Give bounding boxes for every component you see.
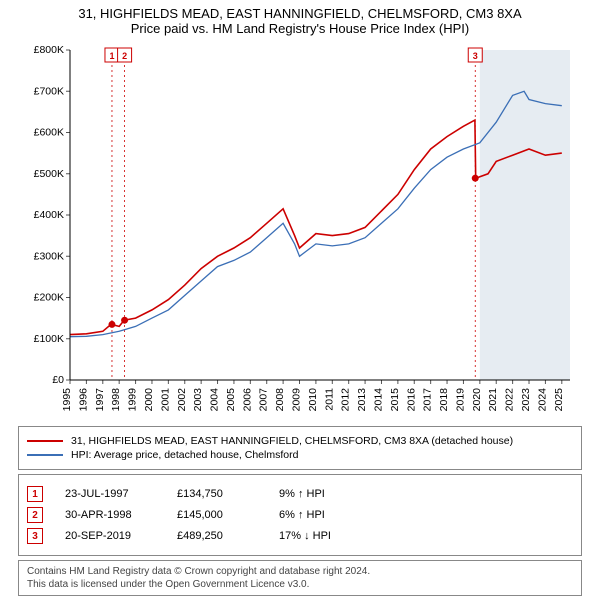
svg-text:£100K: £100K <box>34 333 64 345</box>
svg-text:2021: 2021 <box>487 388 499 412</box>
sale-date: 20-SEP-2019 <box>65 530 155 542</box>
legend-label-hpi: HPI: Average price, detached house, Chel… <box>71 449 298 461</box>
svg-text:2018: 2018 <box>438 388 450 412</box>
svg-text:2: 2 <box>122 51 127 61</box>
svg-text:2019: 2019 <box>454 388 466 412</box>
price-chart: £0 £100K £200K £300K £400K £500K £600K £700K £80… <box>20 40 580 420</box>
svg-text:2000: 2000 <box>143 388 155 412</box>
footer-line2: This data is licensed under the Open Gov… <box>27 578 573 591</box>
svg-text:2016: 2016 <box>405 388 417 412</box>
svg-text:2022: 2022 <box>504 388 516 412</box>
sale-price: £489,250 <box>177 530 257 542</box>
svg-text:2013: 2013 <box>356 388 368 412</box>
svg-text:£400K: £400K <box>34 209 64 221</box>
svg-text:1996: 1996 <box>77 388 89 412</box>
sale-vs-hpi: 6% ↑ HPI <box>279 509 359 521</box>
sale-vs-hpi: 9% ↑ HPI <box>279 488 359 500</box>
svg-text:2010: 2010 <box>307 388 319 412</box>
svg-text:2015: 2015 <box>389 388 401 412</box>
sale-price: £145,000 <box>177 509 257 521</box>
svg-text:1: 1 <box>109 51 114 61</box>
sale-vs-hpi: 17% ↓ HPI <box>279 530 359 542</box>
svg-text:£0: £0 <box>52 374 64 386</box>
footer-line1: Contains HM Land Registry data © Crown c… <box>27 565 573 578</box>
svg-text:1997: 1997 <box>94 388 106 412</box>
svg-text:2007: 2007 <box>258 388 270 412</box>
svg-text:2009: 2009 <box>291 388 303 412</box>
legend-box: 31, HIGHFIELDS MEAD, EAST HANNINGFIELD, … <box>18 426 582 470</box>
legend-item-hpi: HPI: Average price, detached house, Chel… <box>27 449 573 461</box>
legend-swatch-hpi <box>27 454 63 456</box>
sale-marker-icon: 1 <box>27 486 43 502</box>
sale-row: 2 30-APR-1998 £145,000 6% ↑ HPI <box>27 507 573 523</box>
svg-text:2002: 2002 <box>176 388 188 412</box>
svg-text:2020: 2020 <box>471 388 483 412</box>
svg-text:2008: 2008 <box>274 388 286 412</box>
sale-row: 1 23-JUL-1997 £134,750 9% ↑ HPI <box>27 486 573 502</box>
svg-text:2012: 2012 <box>340 388 352 412</box>
svg-text:1999: 1999 <box>127 388 139 412</box>
svg-text:3: 3 <box>473 51 478 61</box>
svg-text:2017: 2017 <box>422 388 434 412</box>
sale-date: 23-JUL-1997 <box>65 488 155 500</box>
sale-marker-icon: 2 <box>27 507 43 523</box>
svg-text:£200K: £200K <box>34 292 64 304</box>
svg-text:2011: 2011 <box>323 388 335 411</box>
svg-text:£300K: £300K <box>34 250 64 262</box>
svg-text:2025: 2025 <box>553 388 565 412</box>
svg-text:2005: 2005 <box>225 388 237 412</box>
page-subtitle: Price paid vs. HM Land Registry's House … <box>10 21 590 36</box>
svg-text:2024: 2024 <box>536 388 548 412</box>
legend-item-property: 31, HIGHFIELDS MEAD, EAST HANNINGFIELD, … <box>27 435 573 447</box>
svg-text:2004: 2004 <box>209 388 221 412</box>
sale-date: 30-APR-1998 <box>65 509 155 521</box>
sales-box: 1 23-JUL-1997 £134,750 9% ↑ HPI 2 30-APR… <box>18 474 582 556</box>
legend-label-property: 31, HIGHFIELDS MEAD, EAST HANNINGFIELD, … <box>71 435 513 447</box>
sale-row: 3 20-SEP-2019 £489,250 17% ↓ HPI <box>27 528 573 544</box>
svg-text:£500K: £500K <box>34 168 64 180</box>
svg-text:2003: 2003 <box>192 388 204 412</box>
svg-text:2001: 2001 <box>159 388 171 412</box>
legend-swatch-property <box>27 440 63 442</box>
svg-text:2023: 2023 <box>520 388 532 412</box>
sale-price: £134,750 <box>177 488 257 500</box>
footer-attribution: Contains HM Land Registry data © Crown c… <box>18 560 582 596</box>
svg-text:£700K: £700K <box>34 85 64 97</box>
page-title: 31, HIGHFIELDS MEAD, EAST HANNINGFIELD, … <box>10 6 590 21</box>
svg-text:£800K: £800K <box>34 44 64 56</box>
svg-text:1998: 1998 <box>110 388 122 412</box>
svg-text:£600K: £600K <box>34 127 64 139</box>
svg-text:2006: 2006 <box>241 388 253 412</box>
sale-marker-icon: 3 <box>27 528 43 544</box>
svg-text:1995: 1995 <box>61 388 73 412</box>
svg-text:2014: 2014 <box>372 388 384 412</box>
